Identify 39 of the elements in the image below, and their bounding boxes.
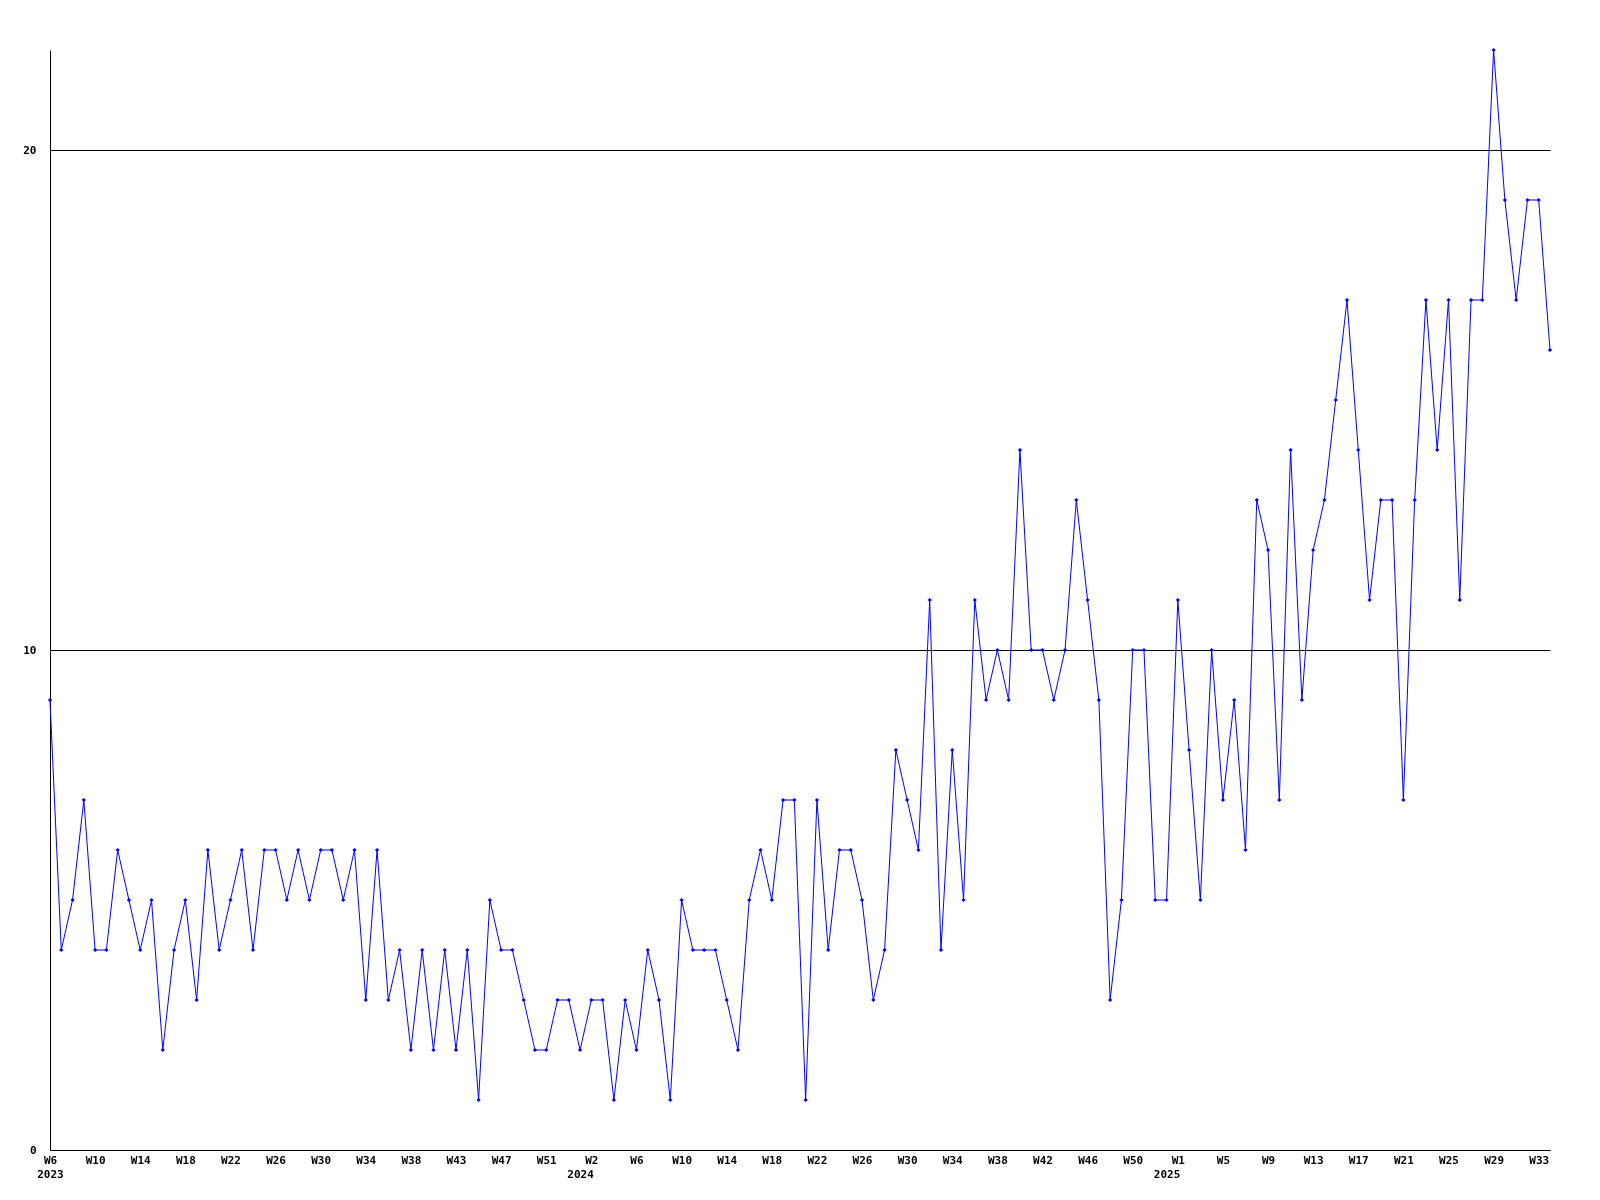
x-tick-label: W10 <box>672 1153 693 1167</box>
x-tick-label: W17 <box>1348 1153 1369 1167</box>
x-tick-label: 2025 <box>1153 1167 1181 1181</box>
x-tick-label: W26 <box>852 1153 873 1167</box>
y-tick-label: 10 <box>23 643 37 657</box>
x-tick-label: 2024 <box>567 1167 595 1181</box>
x-tick-label: W43 <box>446 1153 467 1167</box>
x-tick-label: W13 <box>1303 1153 1324 1167</box>
x-tick-label: W2 <box>585 1153 599 1167</box>
x-tick-label: W33 <box>1529 1153 1550 1167</box>
x-tick-label: W18 <box>762 1153 783 1167</box>
x-tick-label: W30 <box>311 1153 332 1167</box>
x-tick-label: W30 <box>897 1153 918 1167</box>
x-tick-label: W47 <box>491 1153 512 1167</box>
y-tick-label: 20 <box>23 143 37 157</box>
y-tick-label: 0 <box>29 1143 37 1157</box>
x-tick-label: W9 <box>1261 1153 1276 1167</box>
x-tick-label: W26 <box>266 1153 287 1167</box>
x-tick-label: W1 <box>1171 1153 1186 1167</box>
x-tick-label: W22 <box>807 1153 828 1167</box>
x-tick-label: W6 2023 <box>37 1153 64 1181</box>
x-tick-label: W34 <box>942 1153 964 1167</box>
x-tick-label: W34 <box>356 1153 377 1167</box>
x-tick-label: W29 <box>1484 1153 1505 1167</box>
x-tick-label: W6 <box>630 1153 644 1167</box>
x-tick-label: W38 <box>401 1153 422 1167</box>
x-tick-label: W14 <box>130 1153 152 1167</box>
x-tick-label: W21 <box>1393 1153 1415 1167</box>
x-tick-label: W51 <box>536 1153 558 1167</box>
x-tick-label: W50 <box>1123 1153 1144 1167</box>
x-tick-label: W22 <box>221 1153 241 1167</box>
x-tick-label: W14 <box>717 1153 738 1167</box>
x-tick-label: W38 <box>987 1153 1008 1167</box>
x-tick-label: W25 <box>1439 1153 1459 1167</box>
x-tick-label: W5 <box>1216 1153 1231 1167</box>
x-tick-label: W42 <box>1033 1153 1053 1167</box>
x-tick-label: W18 <box>175 1153 196 1167</box>
x-tick-label: W46 <box>1078 1153 1099 1167</box>
x-tick-label: W10 <box>85 1153 106 1167</box>
